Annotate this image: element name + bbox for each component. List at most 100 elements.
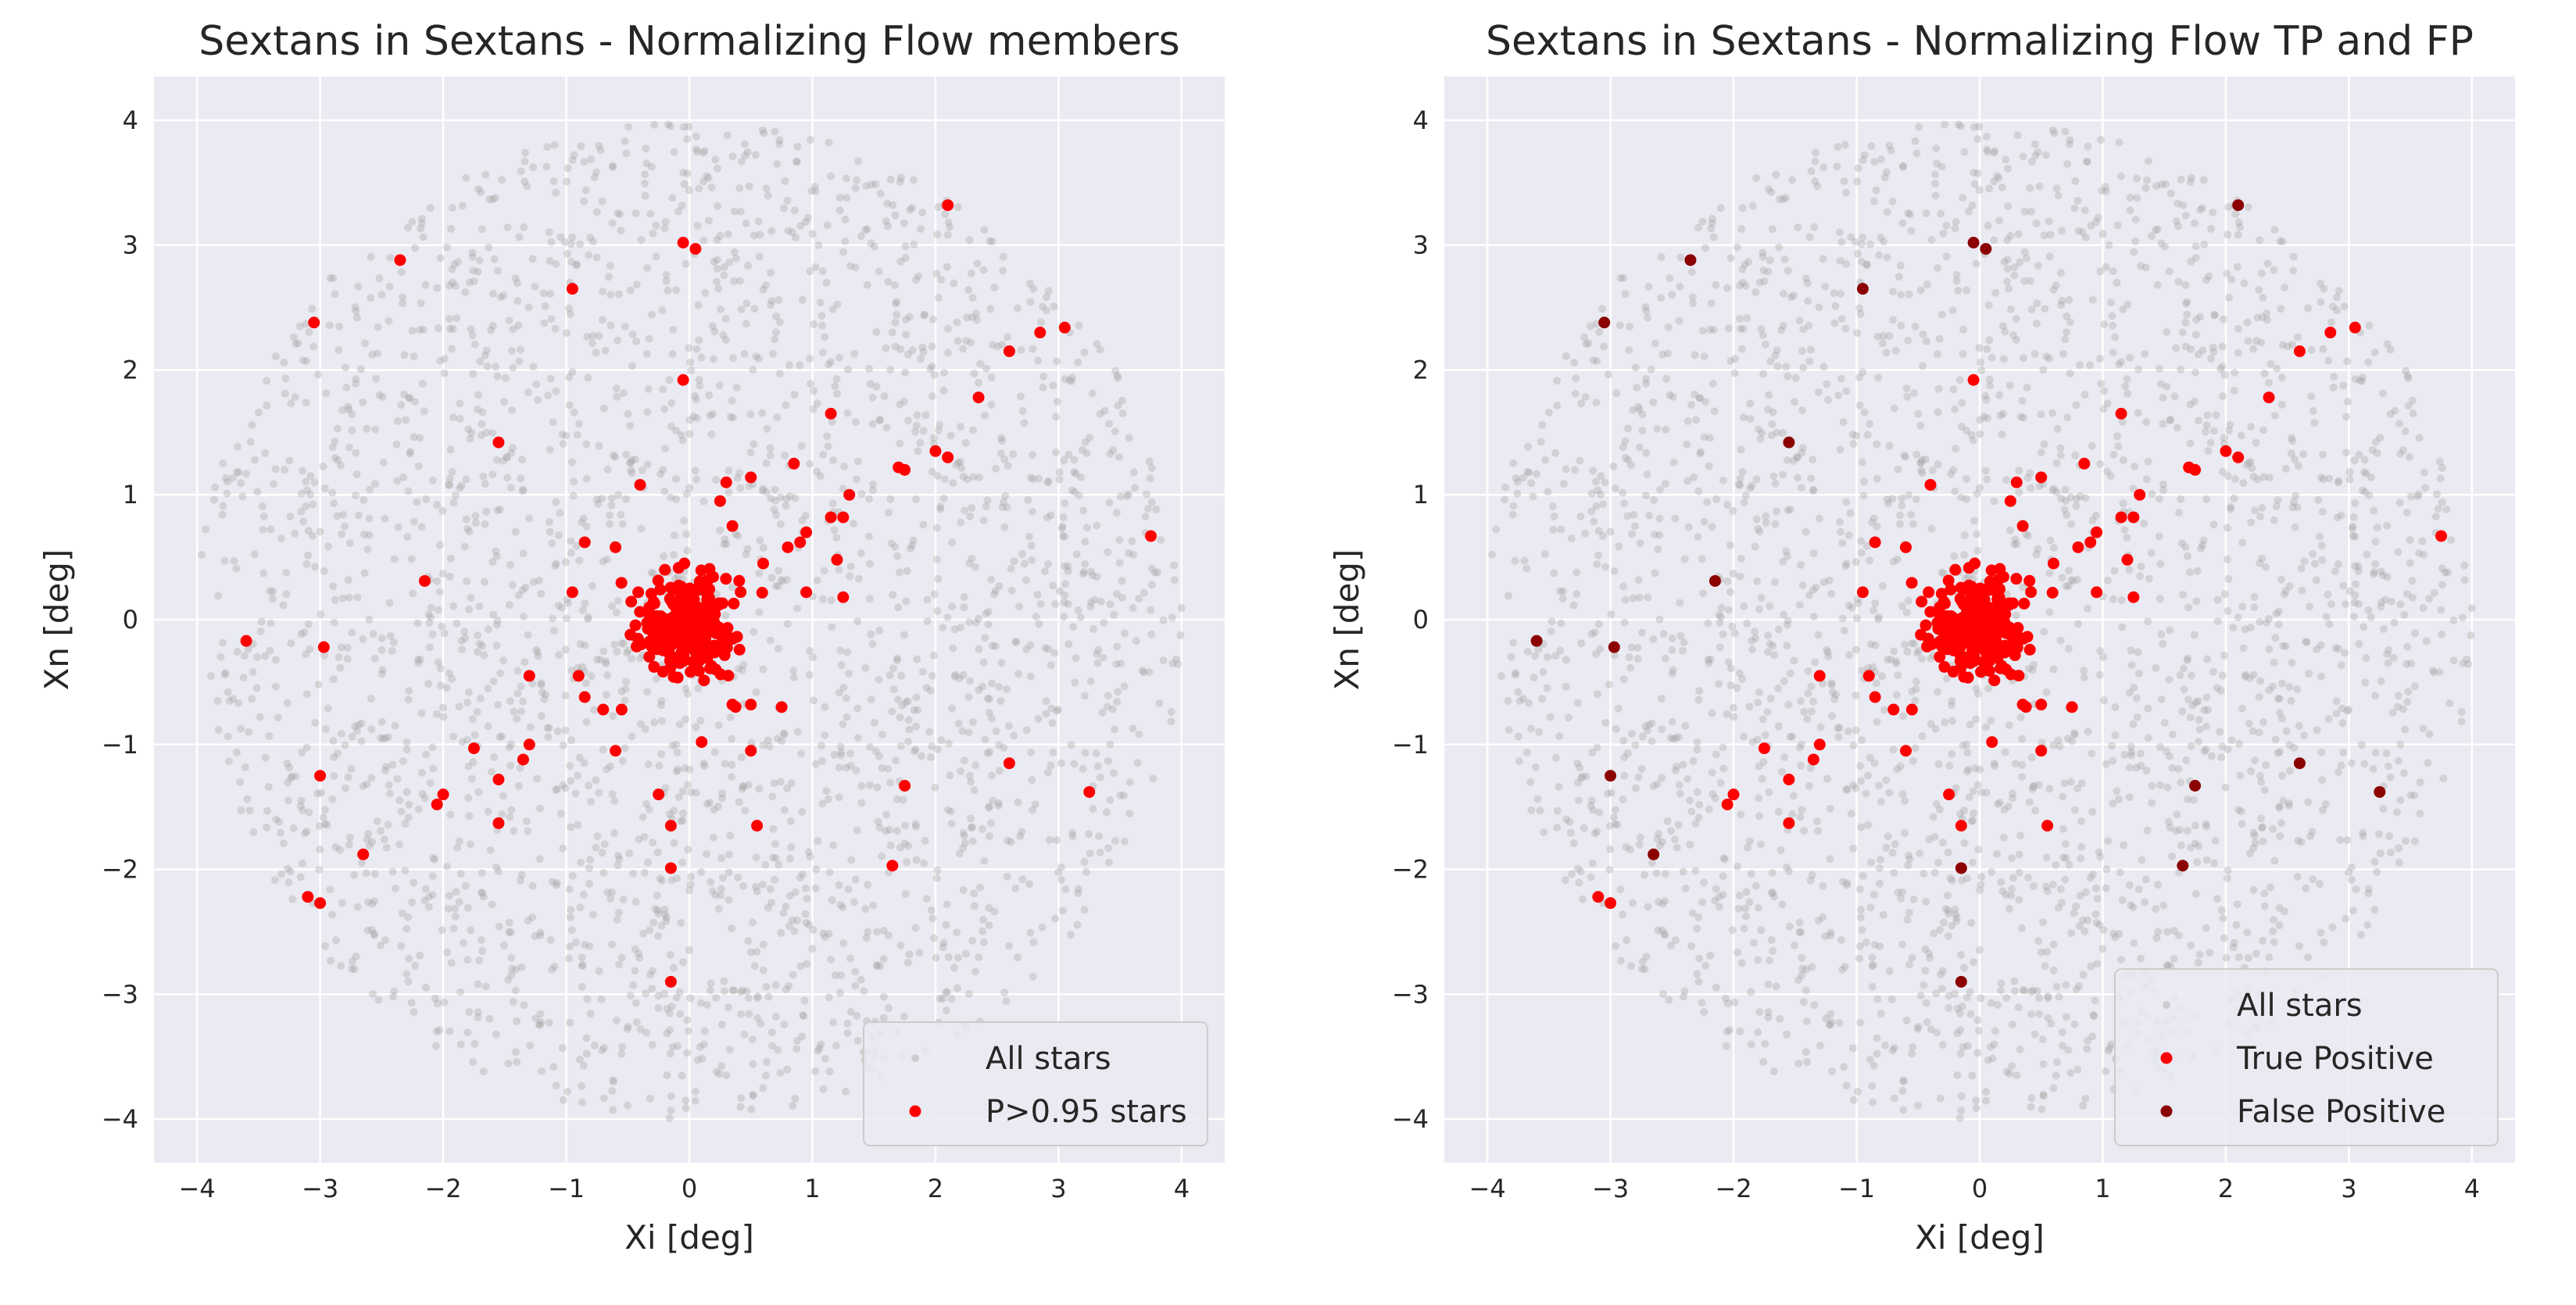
all-stars-point <box>1856 309 1865 318</box>
all-stars-point <box>1999 355 2008 363</box>
all-stars-point <box>1931 724 1940 733</box>
all-stars-point <box>296 322 305 331</box>
all-stars-point <box>272 815 281 824</box>
all-stars-point <box>939 995 947 1003</box>
all-stars-point <box>241 763 249 771</box>
all-stars-point <box>1849 439 1858 448</box>
all-stars-point <box>2052 982 2061 991</box>
all-stars-point <box>682 685 690 693</box>
all-stars-point <box>499 792 507 800</box>
all-stars-point <box>513 297 522 306</box>
all-stars-point <box>710 327 719 336</box>
all-stars-point <box>643 408 652 417</box>
all-stars-point <box>549 1063 558 1071</box>
all-stars-point <box>1919 981 1928 989</box>
all-stars-point <box>798 870 807 878</box>
all-stars-point <box>1870 941 1879 949</box>
all-stars-point <box>2155 532 2163 541</box>
all-stars-point <box>2159 901 2168 910</box>
all-stars-point <box>1086 849 1094 858</box>
all-stars-point <box>725 1046 734 1054</box>
all-stars-point <box>1055 587 1064 595</box>
all-stars-point <box>2064 644 2073 652</box>
all-stars-point <box>304 620 313 628</box>
all-stars-point <box>1901 797 1909 806</box>
all-stars-point <box>586 234 595 242</box>
all-stars-point <box>1079 506 1088 515</box>
all-stars-point <box>405 954 413 963</box>
all-stars-point <box>2015 467 2023 475</box>
all-stars-point <box>720 263 728 271</box>
all-stars-point <box>957 464 966 473</box>
all-stars-point <box>2102 1067 2110 1075</box>
all-stars-point <box>2352 885 2360 894</box>
all-stars-point <box>285 456 294 465</box>
all-stars-point <box>414 462 423 470</box>
all-stars-point <box>661 217 670 226</box>
all-stars-point <box>1814 631 1823 639</box>
all-stars-point <box>365 514 374 523</box>
all-stars-point <box>1034 714 1043 723</box>
all-stars-point <box>1862 938 1870 946</box>
all-stars-point <box>590 1041 599 1049</box>
all-stars-point <box>2007 305 2016 313</box>
all-stars-point <box>261 652 270 660</box>
all-stars-point <box>1515 696 1524 705</box>
all-stars-point <box>672 740 681 749</box>
all-stars-point <box>2059 1042 2067 1050</box>
all-stars-point <box>916 438 925 447</box>
all-stars-point <box>774 1046 782 1054</box>
all-stars-point <box>1827 712 1836 720</box>
all-stars-point <box>2166 752 2174 760</box>
all-stars-point <box>1655 615 1664 624</box>
data-point <box>1145 530 1157 542</box>
all-stars-point <box>1761 731 1769 739</box>
all-stars-point <box>703 799 711 808</box>
all-stars-point <box>1018 828 1026 836</box>
data-point <box>615 703 628 716</box>
all-stars-point <box>479 892 488 901</box>
all-stars-point <box>904 716 913 724</box>
all-stars-point <box>1736 481 1744 489</box>
all-stars-point <box>485 1014 494 1023</box>
all-stars-point <box>368 350 377 359</box>
all-stars-point <box>662 270 671 279</box>
all-stars-point <box>764 903 772 912</box>
all-stars-point <box>1082 867 1091 876</box>
all-stars-point <box>1791 398 1799 406</box>
all-stars-point <box>903 697 912 706</box>
all-stars-point <box>657 717 666 725</box>
all-stars-point <box>791 494 800 502</box>
all-stars-point <box>1892 691 1901 699</box>
all-stars-point <box>581 599 589 608</box>
all-stars-point <box>665 810 674 818</box>
all-stars-point <box>1764 391 1773 399</box>
all-stars-point <box>835 688 843 697</box>
all-stars-point <box>789 674 798 682</box>
all-stars-point <box>1000 743 1008 752</box>
all-stars-point <box>766 451 775 459</box>
all-stars-point <box>1872 679 1880 688</box>
all-stars-point <box>696 717 705 725</box>
all-stars-point <box>1116 492 1125 501</box>
all-stars-point <box>1547 627 1555 635</box>
all-stars-point <box>1081 538 1089 546</box>
all-stars-point <box>2060 506 2069 514</box>
all-stars-point <box>781 177 789 185</box>
all-stars-point <box>1629 594 1637 602</box>
all-stars-point <box>685 946 693 954</box>
all-stars-point <box>506 560 514 569</box>
all-stars-point <box>1678 646 1687 655</box>
all-stars-point <box>548 965 556 974</box>
all-stars-point <box>335 846 344 854</box>
all-stars-point <box>2203 411 2212 420</box>
all-stars-point <box>488 900 496 909</box>
all-stars-point <box>440 629 449 638</box>
all-stars-point <box>1777 326 1786 334</box>
all-stars-point <box>365 615 374 624</box>
all-stars-point <box>363 835 371 843</box>
all-stars-point <box>699 148 707 157</box>
all-stars-point <box>1754 1028 1762 1037</box>
all-stars-point <box>680 180 689 188</box>
all-stars-point <box>896 568 904 577</box>
